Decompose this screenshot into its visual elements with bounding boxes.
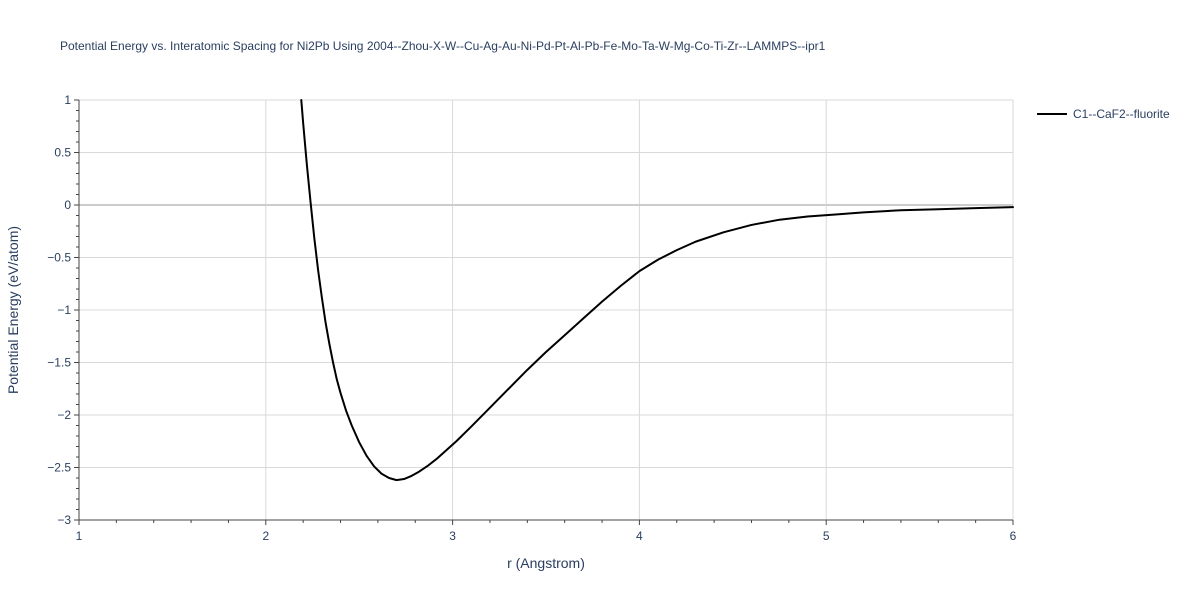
x-tick-label: 6 bbox=[1010, 529, 1017, 543]
y-axis-title: Potential Energy (eV/atom) bbox=[5, 226, 21, 394]
y-tick-label: 0.5 bbox=[54, 146, 71, 160]
y-tick-label: −1 bbox=[57, 303, 71, 317]
y-tick-label: −0.5 bbox=[47, 251, 71, 265]
x-tick-label: 3 bbox=[449, 529, 456, 543]
y-tick-label: 0 bbox=[64, 198, 71, 212]
x-tick-label: 5 bbox=[823, 529, 830, 543]
y-tick-label: −2 bbox=[57, 408, 71, 422]
x-tick-label: 2 bbox=[262, 529, 269, 543]
x-tick-label: 1 bbox=[76, 529, 83, 543]
y-tick-label: −2.5 bbox=[47, 461, 71, 475]
chart-title: Potential Energy vs. Interatomic Spacing… bbox=[60, 39, 826, 53]
y-tick-label: −3 bbox=[57, 513, 71, 527]
axis-layer: 1 2 3 4 5 6 1 0.5 0 −0.5 −1 −1.5 −2 −2.5 −3 bbox=[47, 93, 1016, 543]
plot-layer bbox=[300, 99, 1014, 482]
y-tick-label: −1.5 bbox=[47, 356, 71, 370]
y-tick-label: 1 bbox=[64, 93, 71, 107]
grid-layer bbox=[79, 99, 1014, 520]
legend[interactable]: C1--CaF2--fluorite bbox=[1037, 107, 1170, 121]
series-line bbox=[300, 99, 1014, 482]
legend-item-label[interactable]: C1--CaF2--fluorite bbox=[1073, 107, 1170, 121]
x-tick-label: 4 bbox=[636, 529, 643, 543]
x-axis-title: r (Angstrom) bbox=[507, 555, 585, 571]
